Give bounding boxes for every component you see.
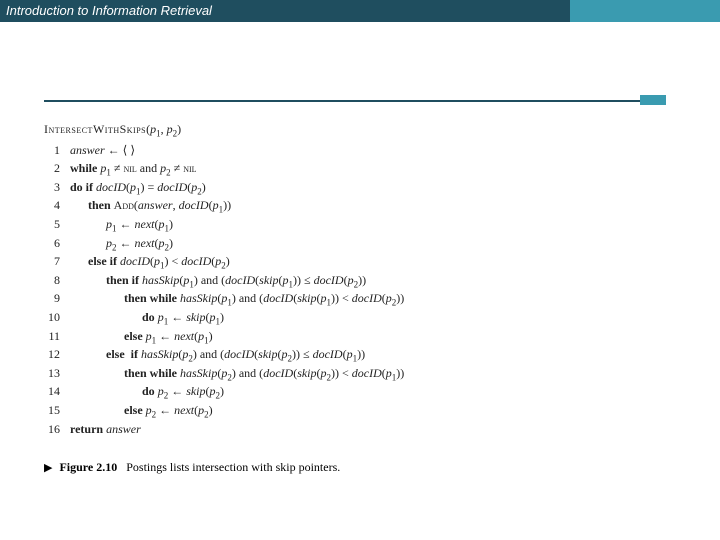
caption-label: Figure 2.10 (59, 460, 117, 474)
line-number: 12 (44, 345, 70, 364)
algorithm-block: IntersectWithSkips(p1, p2) 1answer ← ⟨ ⟩… (44, 120, 404, 438)
algorithm-lines: 1answer ← ⟨ ⟩2while p1 ≠ nil and p2 ≠ ni… (44, 141, 404, 439)
algo-line: 10 do p1 ← skip(p1) (44, 308, 404, 327)
line-number: 9 (44, 289, 70, 308)
algo-line: 15 else p2 ← next(p2) (44, 401, 404, 420)
line-code: while p1 ≠ nil and p2 ≠ nil (70, 159, 197, 178)
algo-line: 1answer ← ⟨ ⟩ (44, 141, 404, 160)
algo-line: 5 p1 ← next(p1) (44, 215, 404, 234)
line-code: else if hasSkip(p2) and (docID(skip(p2))… (70, 345, 365, 364)
line-code: else p1 ← next(p1) (70, 327, 213, 346)
line-number: 16 (44, 420, 70, 439)
algo-line: 3do if docID(p1) = docID(p2) (44, 178, 404, 197)
line-number: 2 (44, 159, 70, 178)
line-code: then Add(answer, docID(p1)) (70, 196, 231, 215)
function-name: IntersectWithSkips (44, 122, 146, 136)
line-code: do if docID(p1) = docID(p2) (70, 178, 206, 197)
algo-line: 8 then if hasSkip(p1) and (docID(skip(p1… (44, 271, 404, 290)
line-code: do p1 ← skip(p1) (70, 308, 224, 327)
line-number: 11 (44, 327, 70, 346)
algo-line: 7 else if docID(p1) < docID(p2) (44, 252, 404, 271)
line-number: 6 (44, 234, 70, 253)
algo-line: 4 then Add(answer, docID(p1)) (44, 196, 404, 215)
line-code: else p2 ← next(p2) (70, 401, 213, 420)
line-number: 14 (44, 382, 70, 401)
line-number: 3 (44, 178, 70, 197)
line-code: do p2 ← skip(p2) (70, 382, 224, 401)
line-code: else if docID(p1) < docID(p2) (70, 252, 230, 271)
algo-line: 6 p2 ← next(p2) (44, 234, 404, 253)
line-number: 15 (44, 401, 70, 420)
caption-marker-icon: ▶ (44, 462, 52, 474)
line-code: then while hasSkip(p1) and (docID(skip(p… (70, 289, 404, 308)
line-number: 4 (44, 196, 70, 215)
line-number: 10 (44, 308, 70, 327)
line-code: p1 ← next(p1) (70, 215, 173, 234)
line-number: 13 (44, 364, 70, 383)
function-params: (p1, p2) (146, 122, 181, 136)
horizontal-rule (44, 100, 664, 102)
rule-accent-tab (640, 95, 666, 105)
figure-caption: ▶ Figure 2.10 Postings lists intersectio… (44, 460, 340, 475)
line-code: then if hasSkip(p1) and (docID(skip(p1))… (70, 271, 366, 290)
line-code: then while hasSkip(p2) and (docID(skip(p… (70, 364, 404, 383)
algo-line: 16return answer (44, 420, 404, 439)
algo-line: 9 then while hasSkip(p1) and (docID(skip… (44, 289, 404, 308)
algo-line: 13 then while hasSkip(p2) and (docID(ski… (44, 364, 404, 383)
caption-text: Postings lists intersection with skip po… (126, 460, 340, 474)
algo-line: 2while p1 ≠ nil and p2 ≠ nil (44, 159, 404, 178)
algo-line: 12 else if hasSkip(p2) and (docID(skip(p… (44, 345, 404, 364)
header-accent (570, 0, 720, 22)
line-number: 8 (44, 271, 70, 290)
line-code: p2 ← next(p2) (70, 234, 173, 253)
header-title: Introduction to Information Retrieval (0, 0, 570, 22)
algo-line: 11 else p1 ← next(p1) (44, 327, 404, 346)
line-number: 7 (44, 252, 70, 271)
line-number: 1 (44, 141, 70, 160)
algo-line: 14 do p2 ← skip(p2) (44, 382, 404, 401)
line-code: answer ← ⟨ ⟩ (70, 141, 135, 160)
line-code: return answer (70, 420, 141, 439)
algorithm-title: IntersectWithSkips(p1, p2) (44, 120, 404, 139)
line-number: 5 (44, 215, 70, 234)
slide-header: Introduction to Information Retrieval (0, 0, 720, 22)
